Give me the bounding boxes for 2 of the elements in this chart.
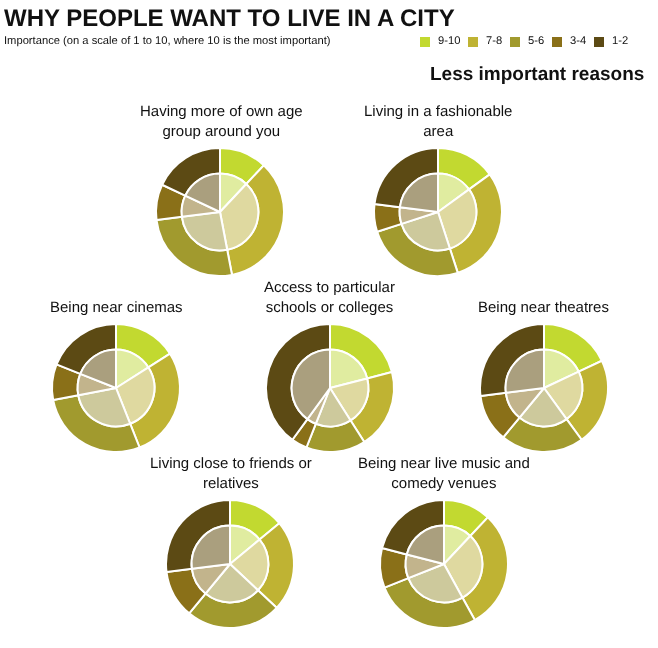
- text: WHY PEOPLE WANT TO LIVE IN A CITY: [4, 4, 455, 32]
- text: Less important reasons: [430, 64, 645, 86]
